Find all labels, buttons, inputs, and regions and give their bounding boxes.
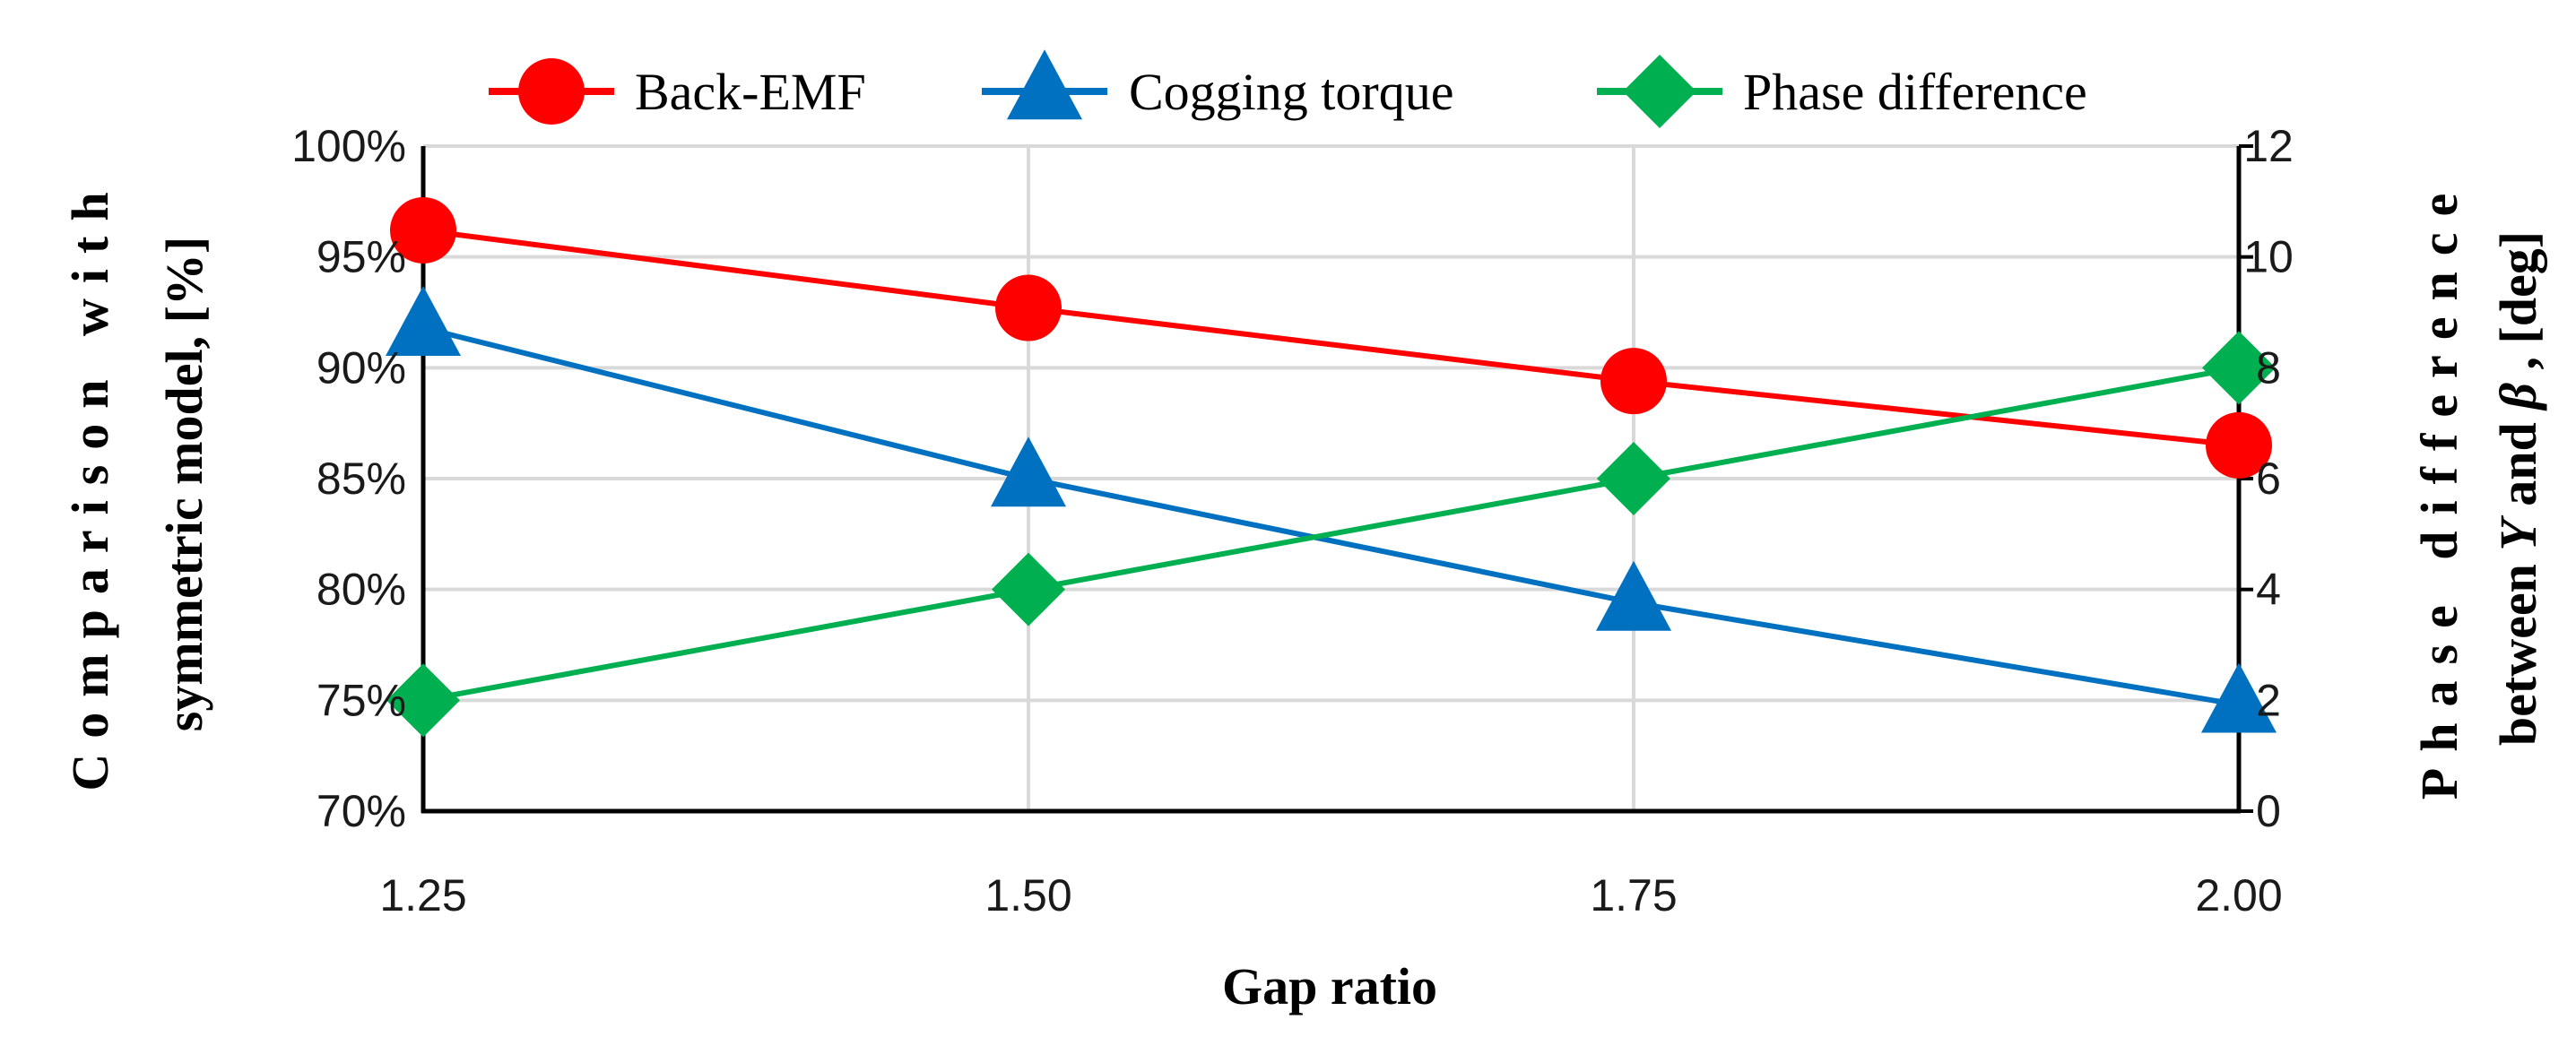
cogging-torque-point bbox=[386, 286, 461, 357]
right-tick-label: 2 bbox=[2256, 675, 2281, 725]
legend-cogging-torque: Cogging torque bbox=[982, 49, 1453, 121]
right-axis-title-line2: between Υ and β , [deg] bbox=[2489, 231, 2547, 746]
legend-cogging-torque-marker bbox=[1007, 49, 1082, 120]
x-tick-label: 1.50 bbox=[984, 870, 1071, 920]
cogging-torque-point bbox=[2201, 662, 2277, 733]
tick-labels-layer: 70% 75% 80% 85% 90% 95% 100% 0 2 4 6 8 10 12 1.25 1.50 1… bbox=[291, 121, 2294, 920]
x-tick-label: 1.25 bbox=[379, 870, 466, 920]
x-tick-label: 2.00 bbox=[2195, 870, 2282, 920]
phase-difference-point bbox=[386, 663, 460, 738]
right-tick-label: 12 bbox=[2243, 121, 2294, 171]
right-axis-title-gamma: Υ bbox=[2489, 515, 2547, 551]
right-axis-title-prefix: between bbox=[2489, 551, 2547, 746]
phase-difference-point bbox=[2202, 331, 2276, 405]
phase-difference-line bbox=[422, 365, 2240, 704]
x-tick-label: 1.75 bbox=[1590, 870, 1677, 920]
right-tick-label: 10 bbox=[2243, 232, 2294, 282]
back-emf-line bbox=[422, 228, 2240, 448]
series-layer bbox=[386, 196, 2277, 738]
left-tick-label: 90% bbox=[317, 342, 406, 393]
left-axis-title-line2: symmetric model, [%] bbox=[155, 237, 213, 731]
right-axis-title-line1: Phase difference bbox=[2410, 177, 2468, 799]
legend-back-emf: Back-EMF bbox=[489, 58, 866, 125]
right-tick-label: 6 bbox=[2256, 454, 2281, 504]
right-axis-title: Phase difference between Υ and β , [deg] bbox=[2410, 177, 2547, 799]
legend-phase-difference-label: Phase difference bbox=[1743, 63, 2087, 121]
left-axis-title: Comparison with symmetric model, [%] bbox=[61, 177, 213, 791]
right-axis-title-and: and bbox=[2489, 410, 2547, 520]
x-axis-title: Gap ratio bbox=[1222, 957, 1437, 1015]
legend-phase-difference-marker bbox=[1623, 55, 1696, 128]
back-emf-point bbox=[1600, 348, 1667, 415]
cogging-torque-point bbox=[991, 436, 1066, 507]
phase-difference-point bbox=[992, 552, 1065, 627]
legend-back-emf-marker bbox=[518, 58, 585, 125]
right-tick-label: 8 bbox=[2256, 342, 2281, 393]
left-tick-label: 75% bbox=[317, 675, 406, 725]
legend-phase-difference: Phase difference bbox=[1597, 55, 2087, 128]
right-axis-title-beta: β bbox=[2489, 383, 2547, 411]
left-tick-label: 85% bbox=[317, 454, 406, 504]
legend-back-emf-label: Back-EMF bbox=[635, 63, 866, 121]
legend-cogging-torque-label: Cogging torque bbox=[1129, 63, 1453, 121]
left-tick-label: 70% bbox=[317, 786, 406, 836]
left-tick-label: 95% bbox=[317, 232, 406, 282]
legend: Back-EMF Cogging torque Phase difference bbox=[489, 49, 2087, 128]
right-axis-title-suffix: , [deg] bbox=[2489, 231, 2547, 383]
left-axis-title-line1: Comparison with bbox=[61, 177, 119, 791]
right-tick-label: 4 bbox=[2256, 565, 2281, 615]
grid-layer bbox=[423, 144, 2239, 811]
left-tick-label: 80% bbox=[317, 565, 406, 615]
back-emf-point bbox=[2206, 411, 2272, 479]
back-emf-point bbox=[390, 196, 456, 264]
phase-difference-point bbox=[1597, 442, 1670, 515]
cogging-torque-point bbox=[1596, 560, 1671, 631]
back-emf-point bbox=[995, 274, 1062, 341]
cogging-torque-line bbox=[422, 324, 2240, 708]
right-tick-label: 0 bbox=[2256, 786, 2281, 836]
left-tick-label: 100% bbox=[291, 121, 406, 171]
